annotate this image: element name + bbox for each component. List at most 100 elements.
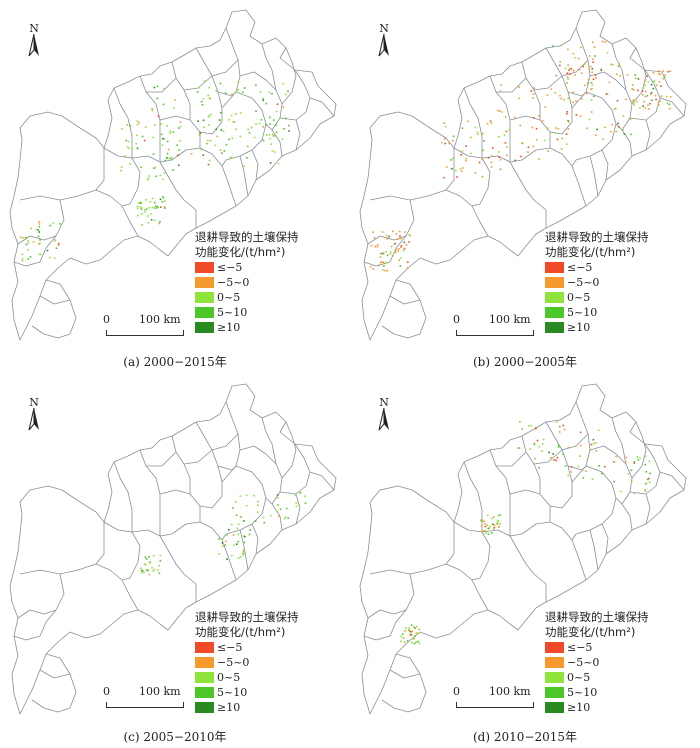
change-pixel xyxy=(253,494,255,497)
change-pixel xyxy=(490,161,493,164)
change-pixel xyxy=(589,449,591,451)
legend-title-line1: 退耕导致的土壤保持 xyxy=(545,230,649,244)
change-pixel xyxy=(639,107,641,109)
change-pixel xyxy=(202,154,205,156)
change-pixel xyxy=(646,478,649,481)
change-pixel xyxy=(399,237,401,240)
change-pixel xyxy=(499,158,502,161)
legend-swatch xyxy=(545,702,564,713)
scale-bar: 0 100 km xyxy=(103,685,184,709)
change-pixel xyxy=(276,510,278,513)
change-pixel xyxy=(232,534,235,536)
change-pixel xyxy=(265,134,268,136)
change-pixel xyxy=(474,172,477,174)
change-pixel xyxy=(649,481,651,484)
change-pixel xyxy=(201,104,204,106)
change-pixel xyxy=(276,494,279,496)
change-pixel xyxy=(590,443,593,446)
change-pixel xyxy=(372,268,375,270)
change-pixel xyxy=(584,63,586,65)
change-pixel xyxy=(410,634,413,636)
change-pixel xyxy=(558,446,560,448)
change-pixel xyxy=(169,130,171,132)
legend-title-line2: 功能变化/(t/hm²) xyxy=(545,625,636,639)
change-pixel xyxy=(533,87,535,89)
change-pixel xyxy=(542,438,545,441)
north-label: N xyxy=(379,396,389,409)
change-pixel xyxy=(500,84,502,86)
change-pixel xyxy=(667,70,669,73)
change-pixel xyxy=(59,223,61,225)
change-pixel xyxy=(162,197,165,199)
change-pixel xyxy=(664,74,666,76)
change-pixel xyxy=(287,90,289,93)
change-pixel xyxy=(632,89,635,91)
change-pixel xyxy=(239,135,242,138)
change-pixel xyxy=(400,246,402,249)
change-pixel xyxy=(533,442,536,445)
change-pixel xyxy=(586,457,589,459)
change-pixel xyxy=(242,551,245,553)
change-pixel xyxy=(499,168,502,171)
change-pixel xyxy=(235,128,237,130)
change-pixel xyxy=(590,88,592,90)
change-pixel xyxy=(567,48,569,51)
change-pixel xyxy=(649,102,651,105)
legend-swatch xyxy=(195,687,214,698)
change-pixel xyxy=(376,245,379,248)
change-pixel xyxy=(198,86,200,89)
change-pixel xyxy=(262,126,264,128)
change-pixel xyxy=(462,167,464,169)
legend-swatch xyxy=(545,292,564,303)
change-pixel xyxy=(645,470,647,473)
change-pixel xyxy=(137,214,139,217)
change-pixel xyxy=(620,490,622,493)
change-pixel xyxy=(645,482,648,484)
change-pixel xyxy=(239,112,242,114)
change-pixel xyxy=(225,143,228,146)
change-pixel xyxy=(27,239,29,242)
change-pixel xyxy=(385,250,387,253)
change-pixel xyxy=(593,442,595,445)
change-pixel xyxy=(227,529,230,531)
change-pixel xyxy=(564,465,567,467)
change-pixel xyxy=(413,642,416,645)
change-pixel xyxy=(658,81,661,83)
change-pixel xyxy=(584,84,586,87)
change-pixel xyxy=(166,125,168,127)
scale-line xyxy=(106,702,184,708)
change-pixel xyxy=(179,121,182,123)
change-pixel xyxy=(403,241,406,244)
change-pixel xyxy=(554,132,557,134)
change-pixel xyxy=(508,128,510,131)
change-pixel xyxy=(271,150,274,152)
change-pixel xyxy=(595,450,597,452)
change-pixel xyxy=(242,548,245,551)
change-pixel xyxy=(27,242,29,244)
change-pixel xyxy=(157,115,160,118)
change-pixel xyxy=(652,87,655,90)
change-pixel xyxy=(633,104,635,106)
change-pixel xyxy=(413,626,415,628)
change-pixel xyxy=(29,256,32,258)
change-pixel xyxy=(469,136,472,139)
change-pixel xyxy=(262,139,265,142)
change-pixel xyxy=(497,526,500,528)
change-pixel xyxy=(152,136,154,139)
change-pixel xyxy=(147,215,149,217)
scale-line xyxy=(456,702,534,708)
change-pixel xyxy=(644,84,646,86)
change-pixel xyxy=(532,93,535,95)
change-pixel xyxy=(590,81,593,84)
change-pixel xyxy=(549,456,552,459)
change-pixel xyxy=(527,151,529,153)
change-pixel xyxy=(538,115,540,117)
change-pixel xyxy=(215,128,218,130)
legend-swatch xyxy=(195,702,214,713)
change-pixel xyxy=(158,572,161,574)
change-pixel xyxy=(136,205,139,208)
change-pixel xyxy=(166,152,169,155)
change-pixel xyxy=(245,494,248,496)
change-pixel xyxy=(32,241,35,243)
change-pixel xyxy=(146,178,149,181)
